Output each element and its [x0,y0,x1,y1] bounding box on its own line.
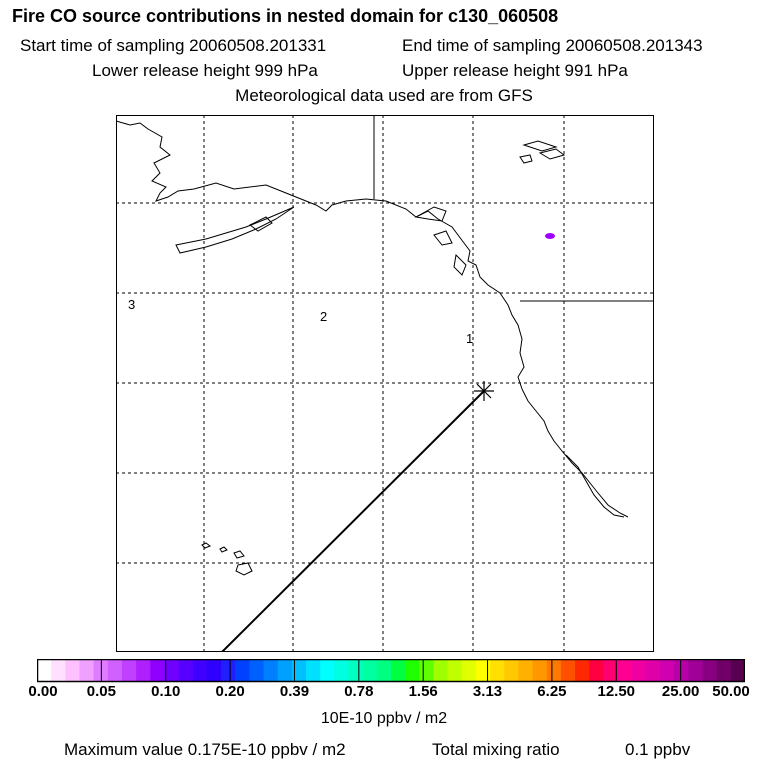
colorbar-tick-label: 3.13 [472,683,503,700]
colorbar-tick-label: 0.20 [215,683,245,700]
colorbar-cell [405,659,420,682]
sampling-start-time: Start time of sampling 20060508.201331 [20,36,327,55]
colorbar-tick-label: 25.00 [661,683,700,700]
colorbar-cell [575,659,590,682]
colorbar-cell [504,659,520,682]
colorbar-cell [660,659,675,682]
colorbar-cell [206,659,222,682]
total-mixing-ratio-value: 0.1 ppbv [625,740,691,759]
colorbar-cell [419,659,435,682]
release-point-marker [474,381,494,401]
colorbar-cell [136,659,151,682]
colorbar [37,659,745,683]
colorbar-cell [603,659,619,682]
region-label-3: 3 [128,297,135,312]
region-label-1: 1 [466,331,473,346]
colorbar-tick-label: 50.00 [712,683,750,700]
colorbar-cell [51,659,66,682]
colorbar-cell [178,659,194,682]
colorbar-cell [716,659,732,682]
colorbar-cell [376,659,392,682]
colorbar-units: 10E-10 ppbv / m2 [320,710,448,727]
colorbar-cell [37,659,52,682]
colorbar-cell [306,659,321,682]
plot-title: Fire CO source contributions in nested d… [12,6,559,26]
colorbar-dividers [100,659,682,682]
colorbar-tick-label: 0.78 [344,683,374,700]
colorbar-cell [532,659,548,682]
colorbar-cell [235,659,250,682]
colorbar-cell [348,659,364,682]
colorbar-cell [461,659,477,682]
colorbar-tick-label: 0.39 [279,683,310,700]
colorbar-cell [433,659,449,682]
colorbar-cell [291,659,307,682]
colorbar-cell [688,659,704,682]
plume-concentration-blob [545,233,555,239]
region-label-2: 2 [320,309,327,324]
colorbar-cell [617,659,633,682]
colorbar-cell [150,659,166,682]
colorbar-cell [631,659,647,682]
colorbar-tick-label: 1.56 [408,683,438,700]
coastlines [116,115,654,576]
colorbar-cell [560,659,576,682]
colorbar-cell [490,659,505,682]
total-mixing-ratio-label: Total mixing ratio [432,740,560,759]
colorbar-cell [263,659,279,682]
colorbar-cell [164,659,180,682]
colorbar-cell [518,659,534,682]
colorbar-frame [37,659,745,683]
colorbar-cell [334,659,350,682]
colorbar-tick-label: 0.10 [151,683,181,700]
colorbar-cell [249,659,265,682]
colorbar-cell [475,659,491,682]
colorbar-cell [391,659,406,682]
colorbar-cell [107,659,123,682]
meteorological-source: Meteorological data used are from GFS [235,86,533,105]
colorbar-cell [121,659,137,682]
colorbar-cell [277,659,293,682]
colorbar-cell [645,659,661,682]
colorbar-tick-label: 6.25 [537,683,567,700]
upper-release-height: Upper release height 991 hPa [402,61,628,80]
colorbar-cell [362,659,378,682]
colorbar-tick-label: 12.50 [597,683,636,700]
colorbar-cells [37,659,745,682]
colorbar-cell [79,659,95,682]
colorbar-cell [320,659,335,682]
trajectory-line [221,390,485,652]
colorbar-cell [221,659,236,682]
colorbar-cell [674,659,689,682]
colorbar-cell [589,659,604,682]
colorbar-tick-label: 0.05 [86,683,116,700]
colorbar-tick-label: 0.00 [28,683,58,700]
colorbar-cell [65,659,81,682]
sampling-end-time: End time of sampling 20060508.201343 [402,36,703,55]
map-panel: 1 2 3 [116,115,654,652]
lower-release-height: Lower release height 999 hPa [92,61,318,80]
colorbar-cell [546,659,562,682]
maximum-value: Maximum value 0.175E-10 ppbv / m2 [64,740,346,759]
colorbar-cell [702,659,718,682]
colorbar-cell [447,659,463,682]
colorbar-cell [192,659,208,682]
colorbar-cell [730,659,745,682]
